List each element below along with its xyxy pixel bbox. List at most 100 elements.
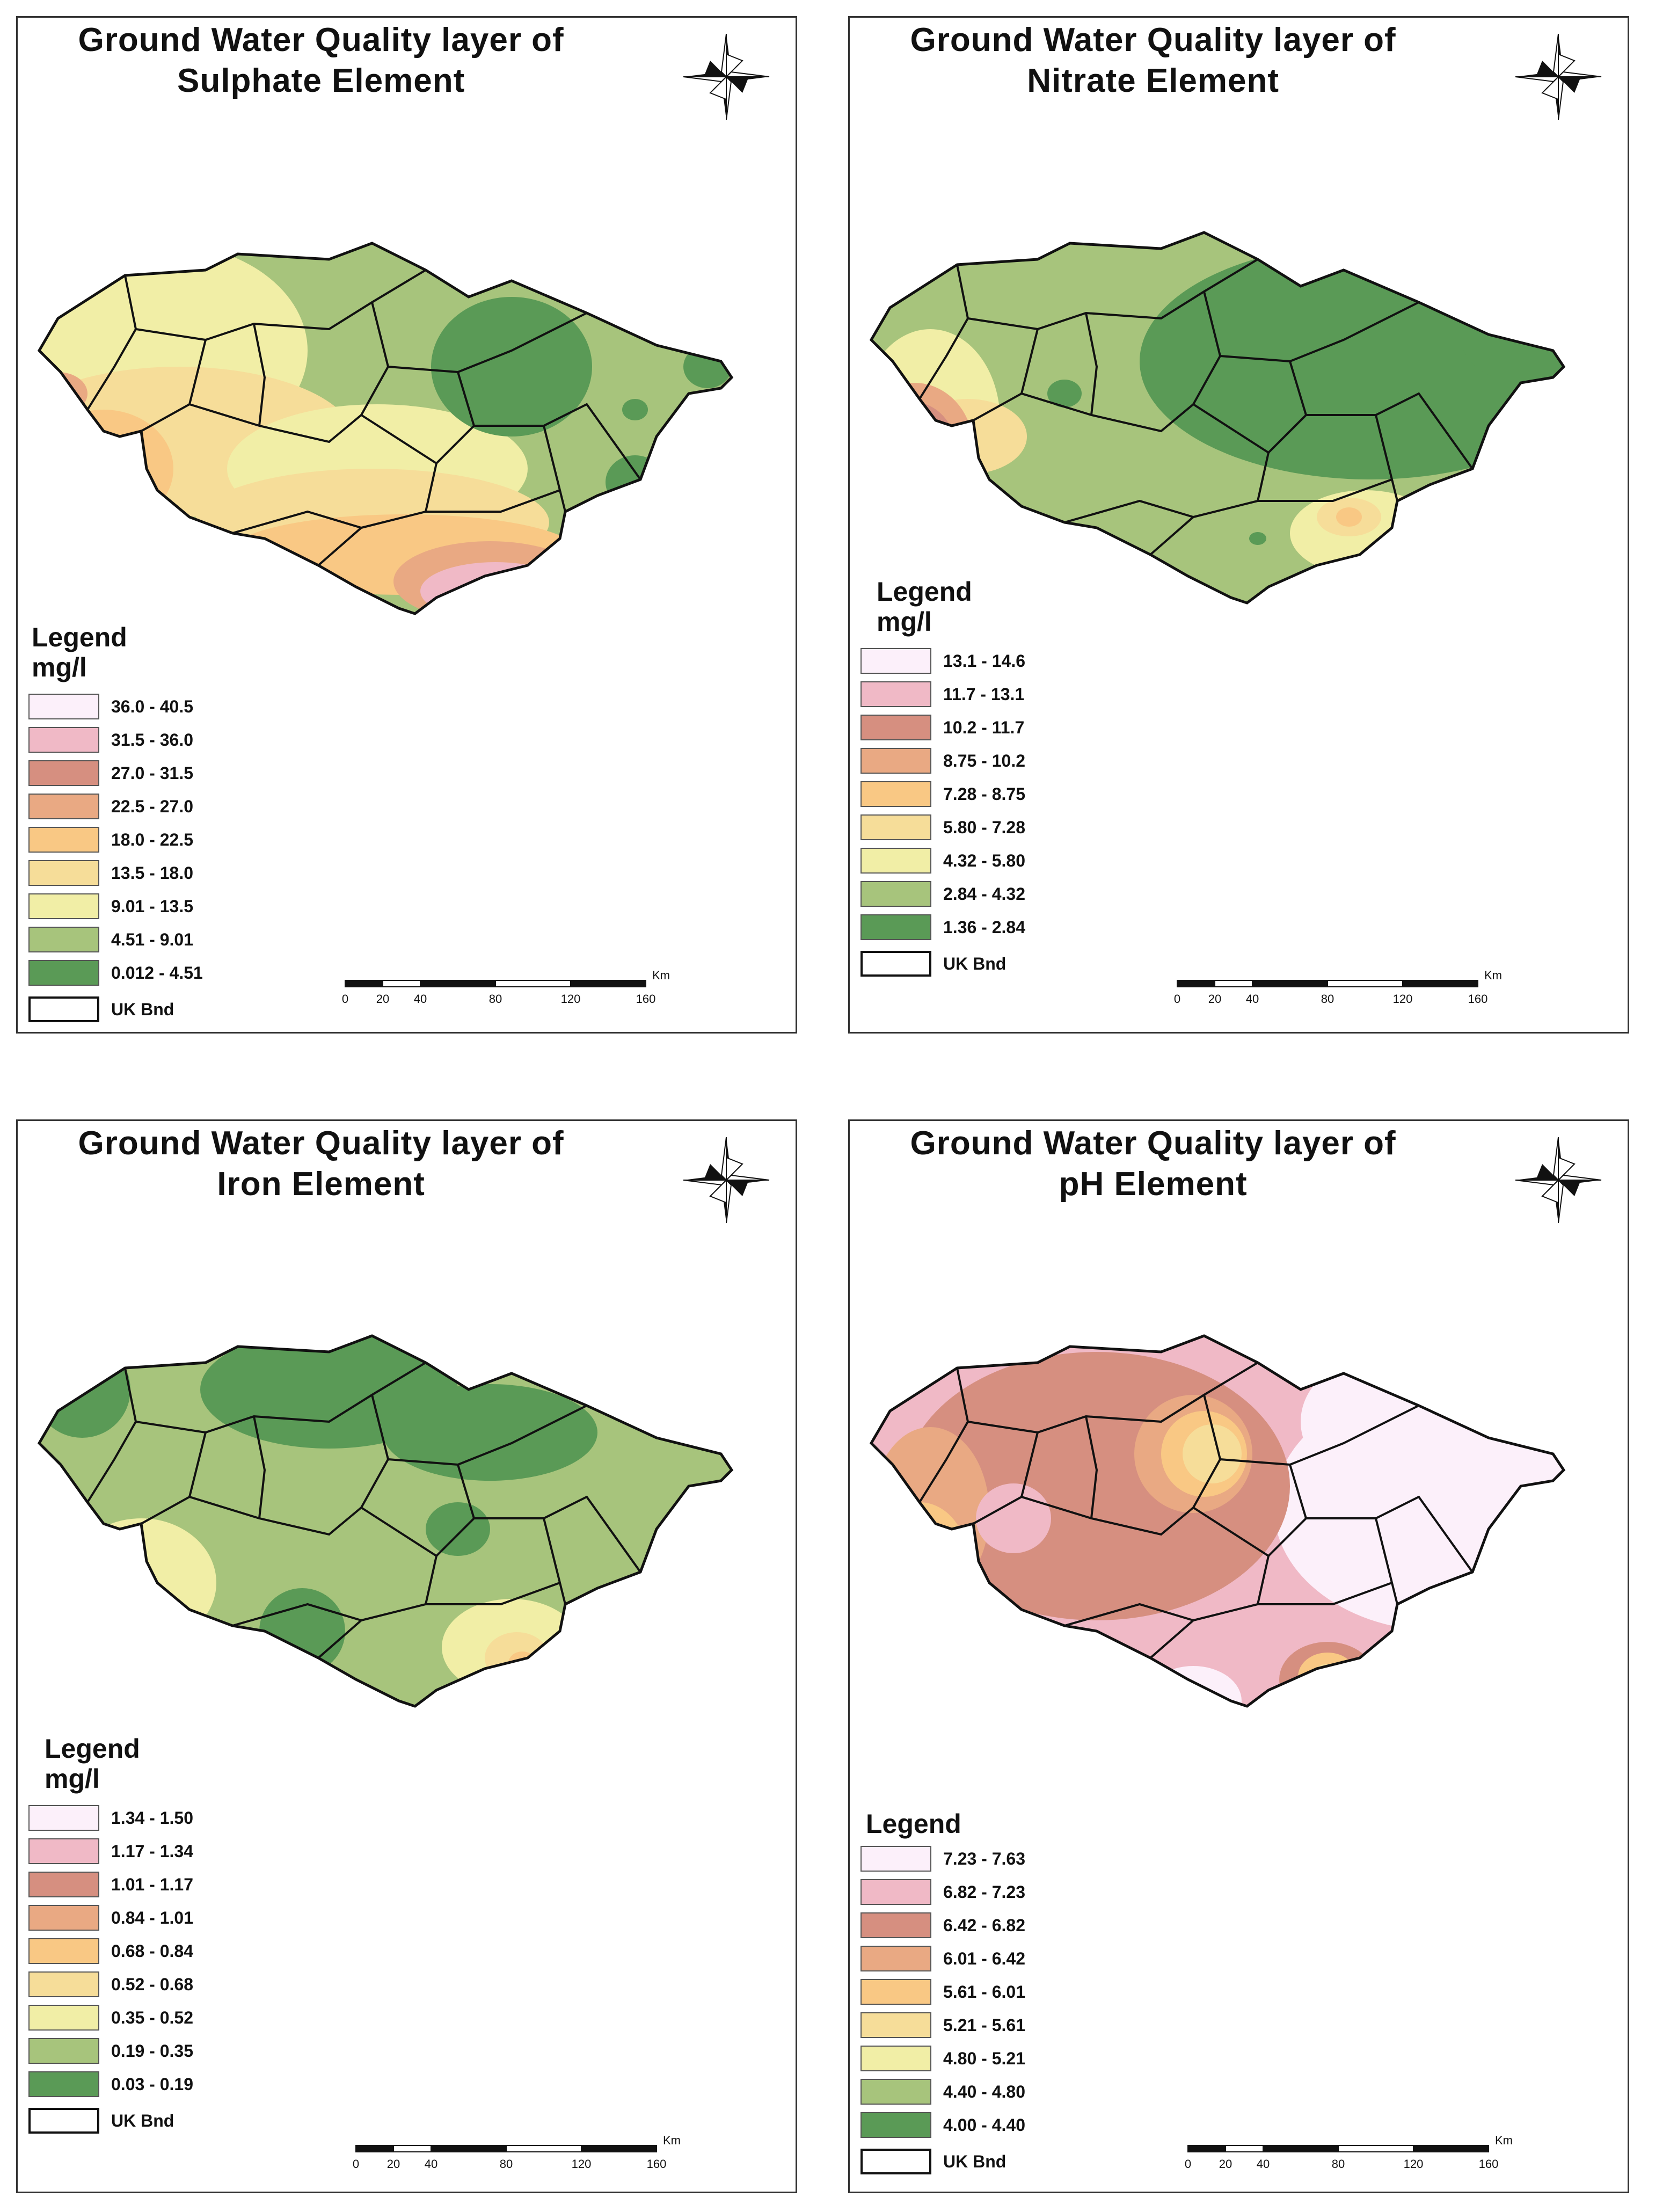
legend-item: 0.68 - 0.84: [28, 1936, 193, 1966]
scale-segment: [1263, 2145, 1339, 2152]
legend-label: 6.42 - 6.82: [943, 1915, 1025, 1935]
legend-label: 0.52 - 0.68: [111, 1974, 193, 1994]
legend-item: 0.012 - 4.51: [28, 958, 203, 988]
legend-title: Legend: [45, 1734, 140, 1764]
legend-item: 7.28 - 8.75: [860, 779, 1025, 809]
legend-label: 31.5 - 36.0: [111, 730, 193, 750]
scale-segment: [1327, 980, 1403, 987]
legend-swatch: [860, 881, 931, 907]
legend-label: 0.19 - 0.35: [111, 2041, 193, 2061]
legend-swatch: [860, 681, 931, 707]
legend-swatch: [28, 1872, 99, 1897]
scale-tick-label: 0: [1185, 2157, 1191, 2171]
legend-swatch: [28, 927, 99, 952]
legend-swatch: [860, 1879, 931, 1905]
legend-item: 8.75 - 10.2: [860, 746, 1025, 776]
scale-segment: [1187, 2145, 1226, 2152]
legend-label: 1.17 - 1.34: [111, 1841, 193, 1861]
legend-label: 0.68 - 0.84: [111, 1941, 193, 1961]
legend-label: 0.35 - 0.52: [111, 2007, 193, 2027]
legend-label: 6.01 - 6.42: [943, 1948, 1025, 1968]
legend-label: 8.75 - 10.2: [943, 751, 1025, 770]
title-line-1: Ground Water Quality layer of: [910, 21, 1396, 59]
ph-map-panel: Ground Water Quality layer of pH Element: [848, 1119, 1629, 2193]
title-line-2: Iron Element: [217, 1166, 425, 1203]
legend-swatch: [28, 1805, 99, 1831]
legend-swatch: [860, 2112, 931, 2138]
legend-label: 36.0 - 40.5: [111, 696, 193, 716]
legend-item: 4.40 - 4.80: [860, 2077, 1025, 2107]
legend-label: 7.23 - 7.63: [943, 1849, 1025, 1868]
scale-bar: 0 20 40 80 120 160 Km: [353, 2136, 681, 2171]
scale-tick-label: 80: [1321, 992, 1334, 1006]
scale-segment: [1252, 980, 1328, 987]
legend-swatch: [28, 1971, 99, 1997]
legend-label: 4.32 - 5.80: [943, 850, 1025, 870]
legend-item: 36.0 - 40.5: [28, 692, 193, 722]
legend-swatch: [28, 727, 99, 753]
legend-label: 4.80 - 5.21: [943, 2048, 1025, 2068]
scale-segment: [570, 980, 646, 987]
scale-tick-label: 20: [387, 2157, 400, 2171]
nitrate-map: [869, 231, 1566, 605]
title-line-1: Ground Water Quality layer of: [78, 1125, 564, 1162]
legend-item: 6.82 - 7.23: [860, 1877, 1025, 1907]
ph-map-title: Ground Water Quality layer of pH Element: [850, 1123, 1456, 1205]
iron-map-title: Ground Water Quality layer of Iron Eleme…: [18, 1123, 624, 1205]
scale-bar: 0 20 40 80 120 160 Km: [1174, 971, 1502, 1006]
sulphate-map: [37, 242, 734, 615]
legend-swatch: [860, 1979, 931, 2005]
legend-swatch: [28, 827, 99, 853]
legend-swatch: [28, 794, 99, 819]
title-line-2: Sulphate Element: [177, 62, 465, 99]
legend-item-boundary: UK Bnd: [28, 2106, 174, 2136]
legend-label: 1.36 - 2.84: [943, 917, 1025, 937]
scale-segment: [420, 980, 496, 987]
legend-item-boundary: UK Bnd: [860, 949, 1006, 979]
title-line-1: Ground Water Quality layer of: [78, 21, 564, 59]
legend-label: 13.1 - 14.6: [943, 651, 1025, 671]
legend-swatch: [860, 2046, 931, 2071]
legend-swatch: [860, 914, 931, 940]
legend-item: 1.17 - 1.34: [28, 1836, 193, 1866]
north-arrow-icon: [1515, 33, 1602, 120]
scale-segment: [1177, 980, 1215, 987]
iron-legend: Legend mg/l 1.34 - 1.50 1.17 - 1.34 1.01 -…: [28, 1733, 265, 2189]
scale-segment: [1214, 980, 1253, 987]
legend-label: 22.5 - 27.0: [111, 796, 193, 816]
legend-label: 4.00 - 4.40: [943, 2115, 1025, 2135]
legend-item: 4.80 - 5.21: [860, 2043, 1025, 2073]
legend-swatch: [28, 760, 99, 786]
scale-tick-label: 80: [1332, 2157, 1345, 2171]
scale-segment: [1413, 2145, 1489, 2152]
sulphate-legend: Legend mg/l 36.0 - 40.5 31.5 - 36.0 27.0 -…: [28, 622, 265, 1030]
legend-label: 13.5 - 18.0: [111, 863, 193, 883]
north-arrow-icon: [683, 33, 770, 120]
scale-tick-label: 20: [1208, 992, 1221, 1006]
legend-label: 4.51 - 9.01: [111, 929, 193, 949]
legend-item: 1.34 - 1.50: [28, 1803, 193, 1833]
north-arrow-icon: [1515, 1137, 1602, 1224]
title-line-2: pH Element: [1059, 1166, 1248, 1203]
legend-item: 4.32 - 5.80: [860, 846, 1025, 876]
scale-segment: [393, 2145, 432, 2152]
legend-item: 1.01 - 1.17: [28, 1869, 193, 1900]
legend-item: 9.01 - 13.5: [28, 891, 193, 921]
legend-swatch: [28, 1905, 99, 1931]
boundary-swatch: [28, 2108, 99, 2134]
scale-bar: 0 20 40 80 120 160 Km: [1185, 2136, 1513, 2171]
north-arrow-icon: [683, 1137, 770, 1224]
scale-tick-label: 0: [342, 992, 348, 1006]
legend-label: 4.40 - 4.80: [943, 2082, 1025, 2101]
scale-tick-label: 20: [376, 992, 389, 1006]
legend-item: 13.1 - 14.6: [860, 646, 1025, 676]
legend-swatch: [28, 694, 99, 719]
scale-tick-label: 120: [561, 992, 581, 1006]
legend-item: 18.0 - 22.5: [28, 825, 193, 855]
legend-item: 1.36 - 2.84: [860, 912, 1025, 942]
legend-unit: mg/l: [877, 607, 932, 637]
boundary-label: UK Bnd: [943, 954, 1007, 973]
legend-swatch: [28, 893, 99, 919]
scale-unit-label: Km: [1495, 2136, 1513, 2147]
legend-swatch: [860, 1846, 931, 1872]
